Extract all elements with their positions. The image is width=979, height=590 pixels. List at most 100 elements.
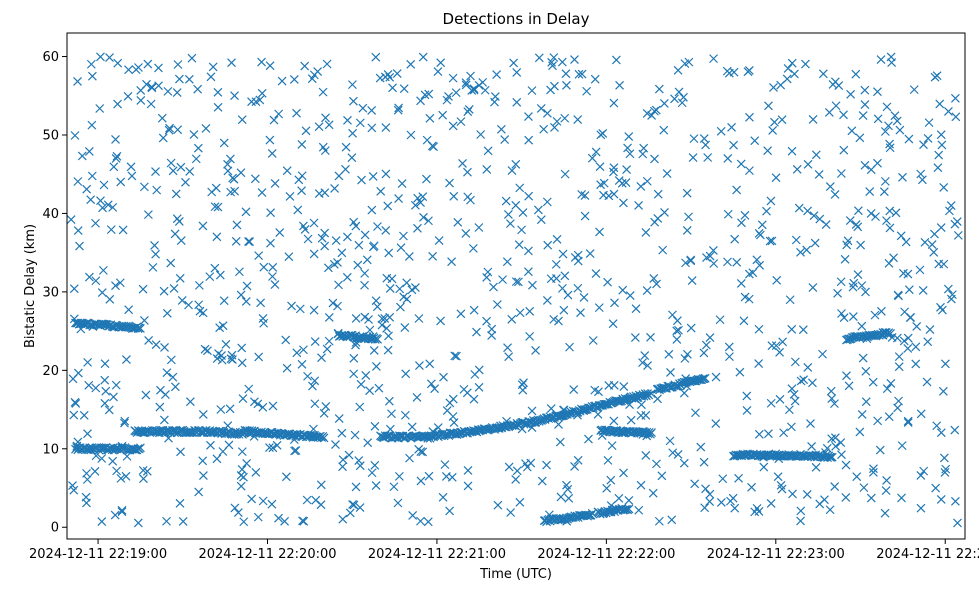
data-point <box>410 283 420 292</box>
data-point <box>385 284 395 293</box>
data-point <box>716 126 726 136</box>
data-point <box>151 249 161 259</box>
data-point <box>122 355 131 365</box>
data-point <box>184 300 193 310</box>
data-point <box>382 273 392 283</box>
data-point <box>775 347 785 357</box>
data-point <box>344 450 354 460</box>
data-point <box>493 500 503 510</box>
data-point <box>418 192 428 202</box>
data-point <box>82 184 92 194</box>
data-point <box>356 379 366 389</box>
data-point <box>837 450 846 460</box>
data-point <box>519 378 528 388</box>
data-point <box>518 385 528 395</box>
data-point <box>909 85 919 95</box>
data-point <box>630 394 639 403</box>
data-point <box>527 280 537 290</box>
data-point <box>703 153 713 162</box>
data-point <box>658 383 668 393</box>
data-point <box>458 159 467 168</box>
data-point <box>282 363 292 373</box>
data-point <box>347 80 357 90</box>
data-point <box>625 149 635 159</box>
data-point <box>198 456 208 466</box>
data-point <box>603 277 613 287</box>
data-point <box>507 166 517 175</box>
data-point <box>933 163 943 173</box>
y-tick-label: 20 <box>42 364 59 379</box>
data-point <box>445 506 455 516</box>
data-point <box>75 241 84 251</box>
data-point <box>818 349 827 359</box>
data-point <box>610 298 619 308</box>
data-point <box>893 403 903 413</box>
data-point <box>503 210 513 219</box>
data-point <box>349 369 359 379</box>
data-point <box>775 394 785 404</box>
data-point <box>232 220 242 230</box>
data-point <box>415 361 424 370</box>
data-point <box>830 399 839 409</box>
data-point <box>754 324 764 334</box>
data-point <box>480 85 490 95</box>
data-point <box>451 88 461 98</box>
data-point <box>449 191 459 201</box>
data-point <box>393 105 403 115</box>
data-point <box>745 112 754 122</box>
data-point <box>604 191 614 201</box>
data-point <box>754 429 764 439</box>
data-point <box>936 495 946 504</box>
data-point <box>849 278 859 288</box>
data-point <box>237 358 247 368</box>
data-point <box>292 348 302 358</box>
data-point <box>623 143 632 153</box>
data-point <box>69 410 79 420</box>
data-point <box>176 162 186 172</box>
data-point <box>213 102 223 112</box>
data-point <box>744 294 754 304</box>
chart-title: Detections in Delay <box>443 10 590 28</box>
data-point <box>779 428 789 438</box>
data-point <box>509 58 519 68</box>
data-point <box>334 280 343 290</box>
x-axis-label: Time (UTC) <box>479 567 552 582</box>
data-point <box>370 421 380 431</box>
data-point <box>156 385 165 395</box>
data-point <box>401 369 411 379</box>
data-point <box>606 475 616 485</box>
data-point <box>254 251 264 261</box>
data-point <box>619 382 629 391</box>
data-point <box>873 114 883 124</box>
data-point <box>940 359 950 369</box>
data-point <box>686 255 696 265</box>
data-point <box>885 139 894 149</box>
data-point <box>290 446 300 456</box>
data-point <box>752 255 762 265</box>
data-point <box>503 343 512 353</box>
data-point <box>367 123 377 133</box>
data-point <box>389 482 399 492</box>
data-point <box>100 398 110 408</box>
data-point <box>885 206 895 216</box>
data-point <box>267 148 277 158</box>
data-point <box>564 493 574 503</box>
data-point <box>792 164 802 174</box>
data-point <box>141 390 151 400</box>
data-point <box>212 354 222 363</box>
data-point <box>73 76 82 86</box>
data-point <box>275 228 285 237</box>
data-point <box>147 83 157 93</box>
data-point <box>195 306 205 316</box>
data-point <box>100 375 110 385</box>
data-point <box>870 310 880 320</box>
data-point <box>796 247 805 257</box>
data-point <box>448 121 458 131</box>
data-point <box>546 404 556 413</box>
data-point <box>810 238 820 248</box>
data-point <box>626 415 636 425</box>
data-point <box>911 342 921 352</box>
data-point <box>559 305 569 315</box>
data-point <box>413 223 422 233</box>
